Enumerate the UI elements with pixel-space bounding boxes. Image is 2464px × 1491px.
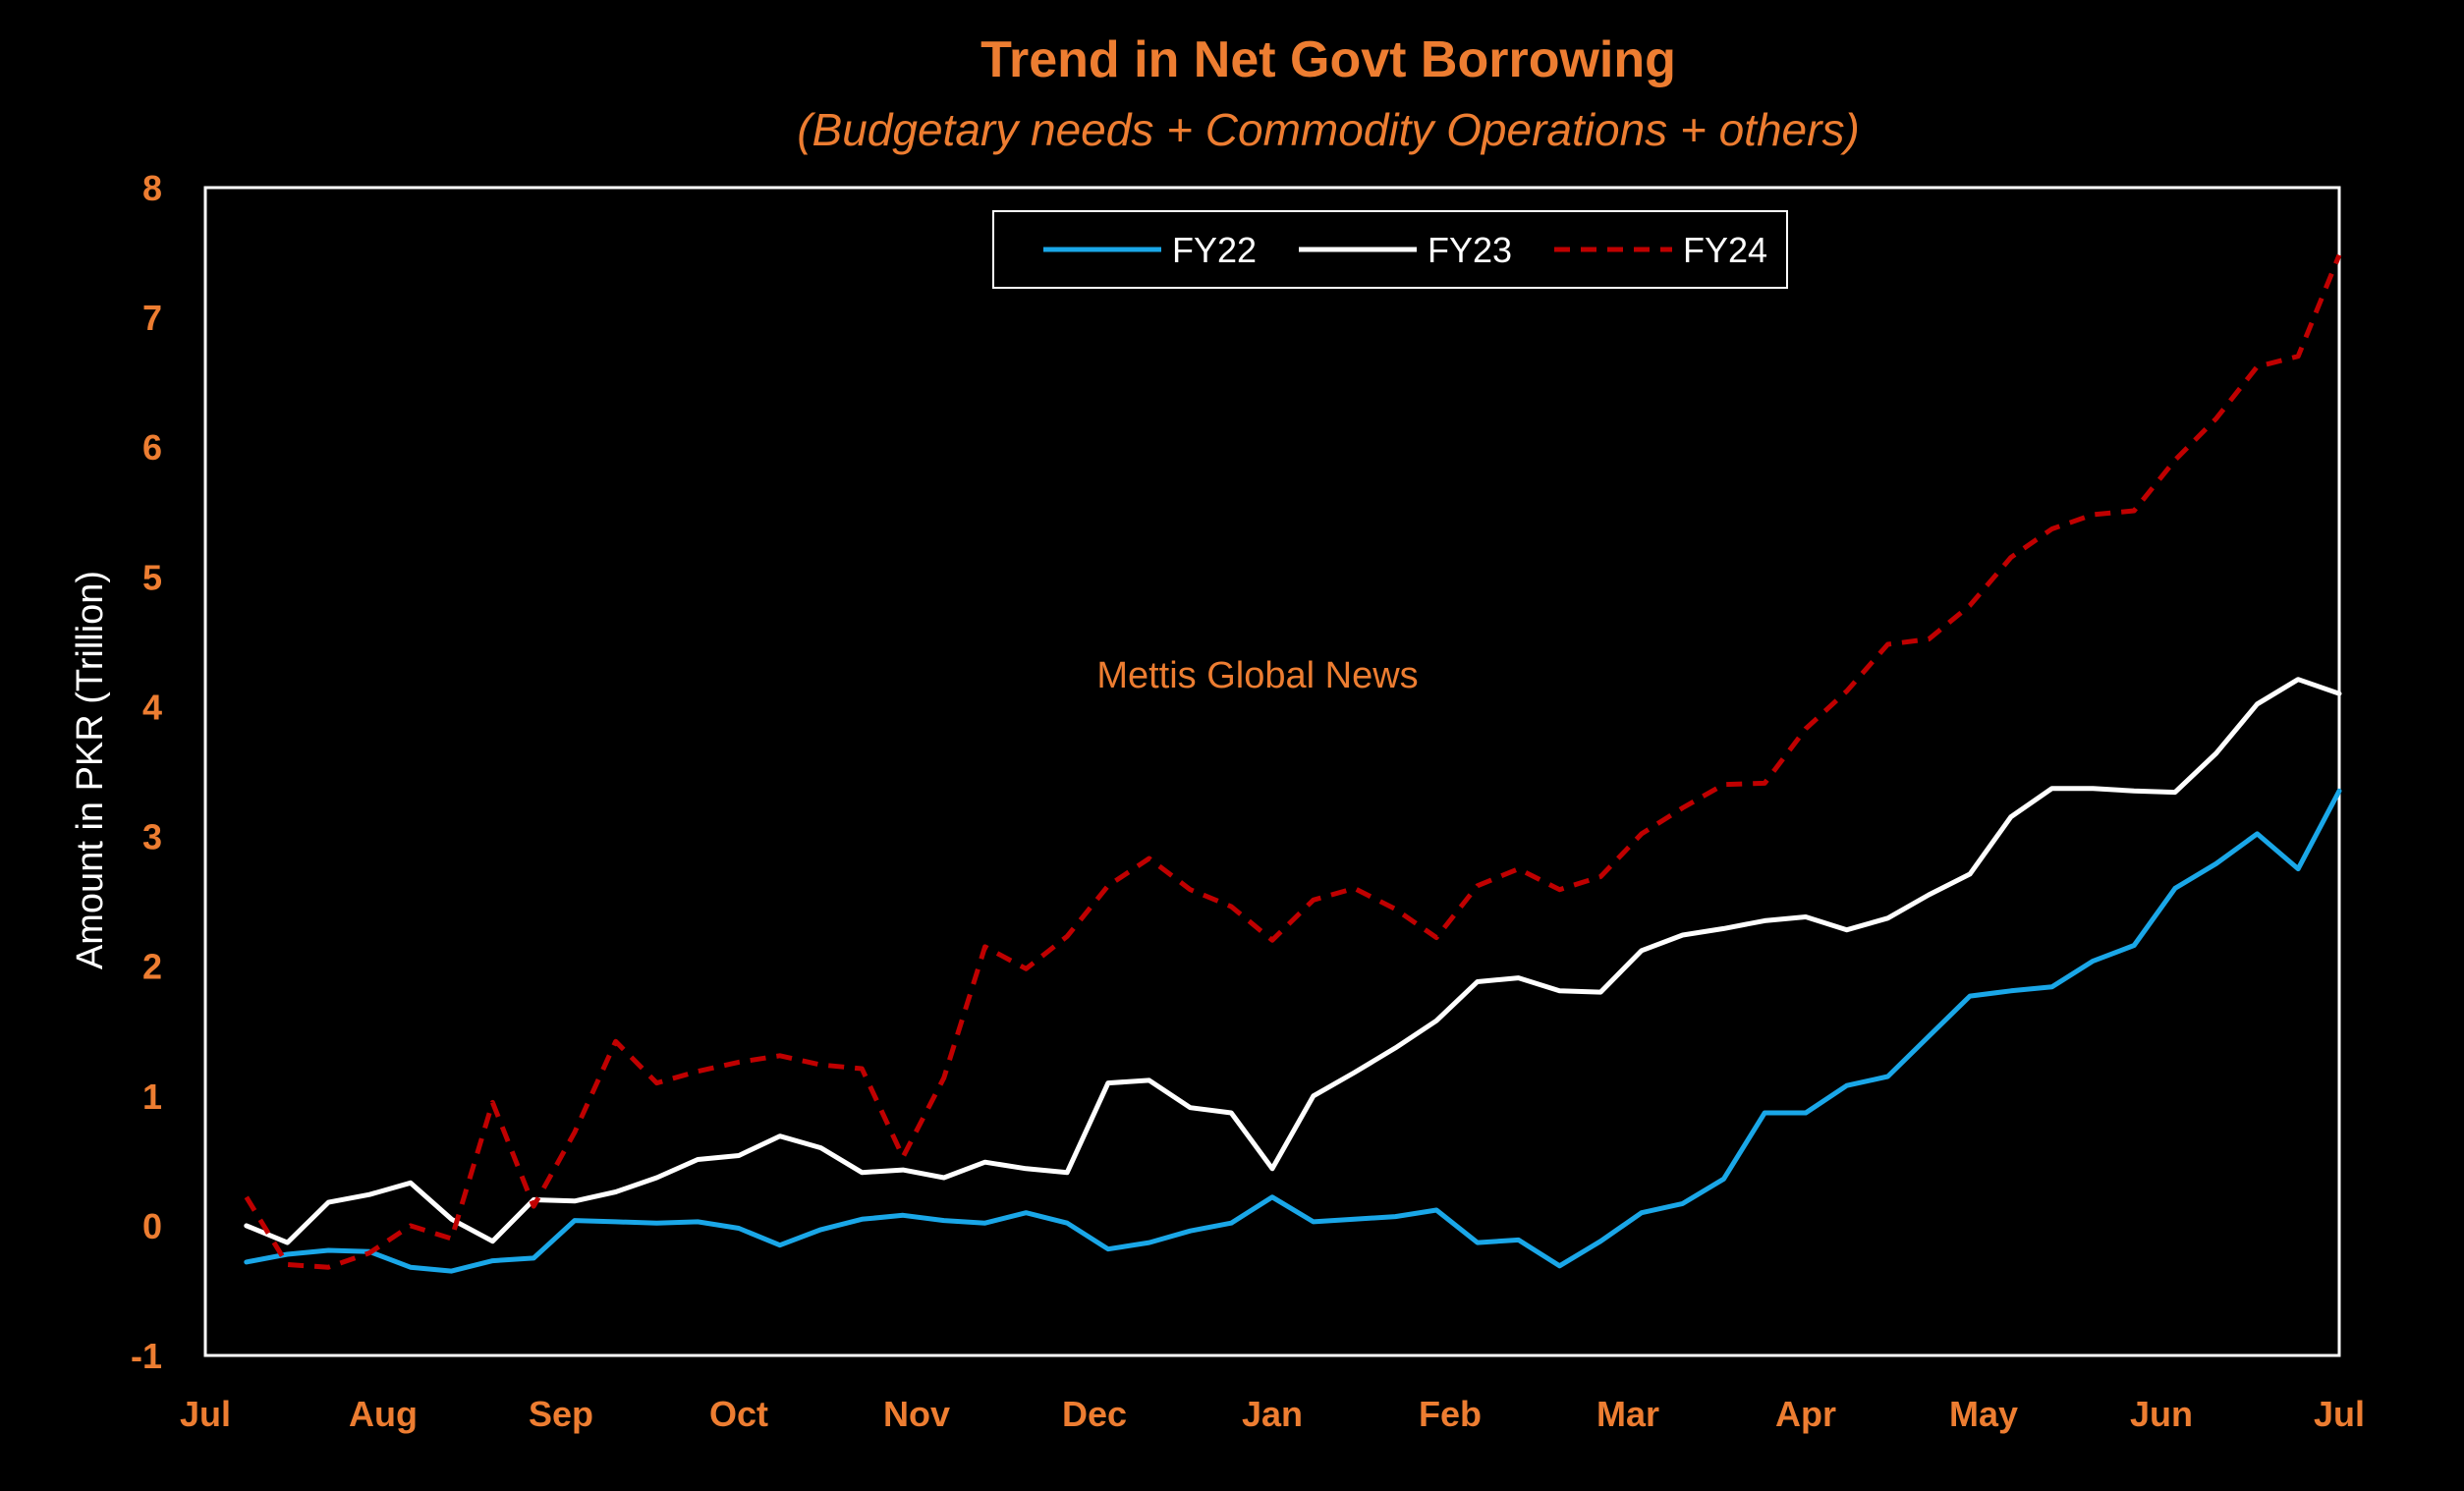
x-tick-label: May <box>1949 1394 2018 1434</box>
legend-label-fy24: FY24 <box>1683 230 1767 270</box>
series-line-fy23 <box>244 677 2342 1245</box>
x-axis-ticks: Jul Aug Sep Oct Nov Dec Jan Feb Mar Apr May Jun Jul <box>180 1394 2365 1434</box>
legend: FY22 FY23 FY24 <box>992 210 1788 289</box>
series-line-fy22 <box>244 788 2342 1274</box>
y-tick-label: 4 <box>142 687 162 727</box>
y-tick-label: 3 <box>142 817 162 857</box>
chart-subtitle: (Budgetary needs + Commodity Operations … <box>797 104 1860 155</box>
x-tick-label: Mar <box>1596 1394 1659 1434</box>
y-axis-ticks: -1 0 1 2 3 4 5 6 7 8 <box>131 168 162 1376</box>
y-tick-label: -1 <box>131 1336 162 1376</box>
x-tick-label: Jun <box>2130 1394 2193 1434</box>
x-tick-label: Dec <box>1062 1394 1127 1434</box>
chart-title: Trend in Net Govt Borrowing <box>980 31 1676 88</box>
y-tick-label: 2 <box>142 947 162 987</box>
x-tick-label: Jul <box>180 1394 231 1434</box>
x-tick-label: Jan <box>1242 1394 1303 1434</box>
series-lines <box>244 253 2342 1274</box>
x-tick-label: Sep <box>529 1394 593 1434</box>
y-tick-label: 0 <box>142 1206 162 1246</box>
y-tick-label: 8 <box>142 168 162 208</box>
x-tick-label: Feb <box>1419 1394 1482 1434</box>
x-tick-label: Jul <box>2314 1394 2365 1434</box>
y-tick-label: 6 <box>142 427 162 468</box>
legend-label-fy22: FY22 <box>1172 230 1257 270</box>
series-line-fy24 <box>244 253 2342 1270</box>
x-tick-label: Nov <box>883 1394 950 1434</box>
plot-area-border <box>203 186 2341 1357</box>
legend-label-fy23: FY23 <box>1428 230 1512 270</box>
y-tick-label: 1 <box>142 1077 162 1117</box>
x-tick-label: Aug <box>349 1394 418 1434</box>
legend-items: FY22 FY23 FY24 <box>1043 230 1767 270</box>
x-tick-label: Oct <box>709 1394 768 1434</box>
watermark-text: Mettis Global News <box>1096 655 1418 696</box>
x-tick-label: Apr <box>1775 1394 1836 1434</box>
y-tick-label: 7 <box>142 298 162 338</box>
y-axis-label: Amount in PKR (Trillion) <box>70 571 111 969</box>
y-tick-label: 5 <box>142 557 162 597</box>
